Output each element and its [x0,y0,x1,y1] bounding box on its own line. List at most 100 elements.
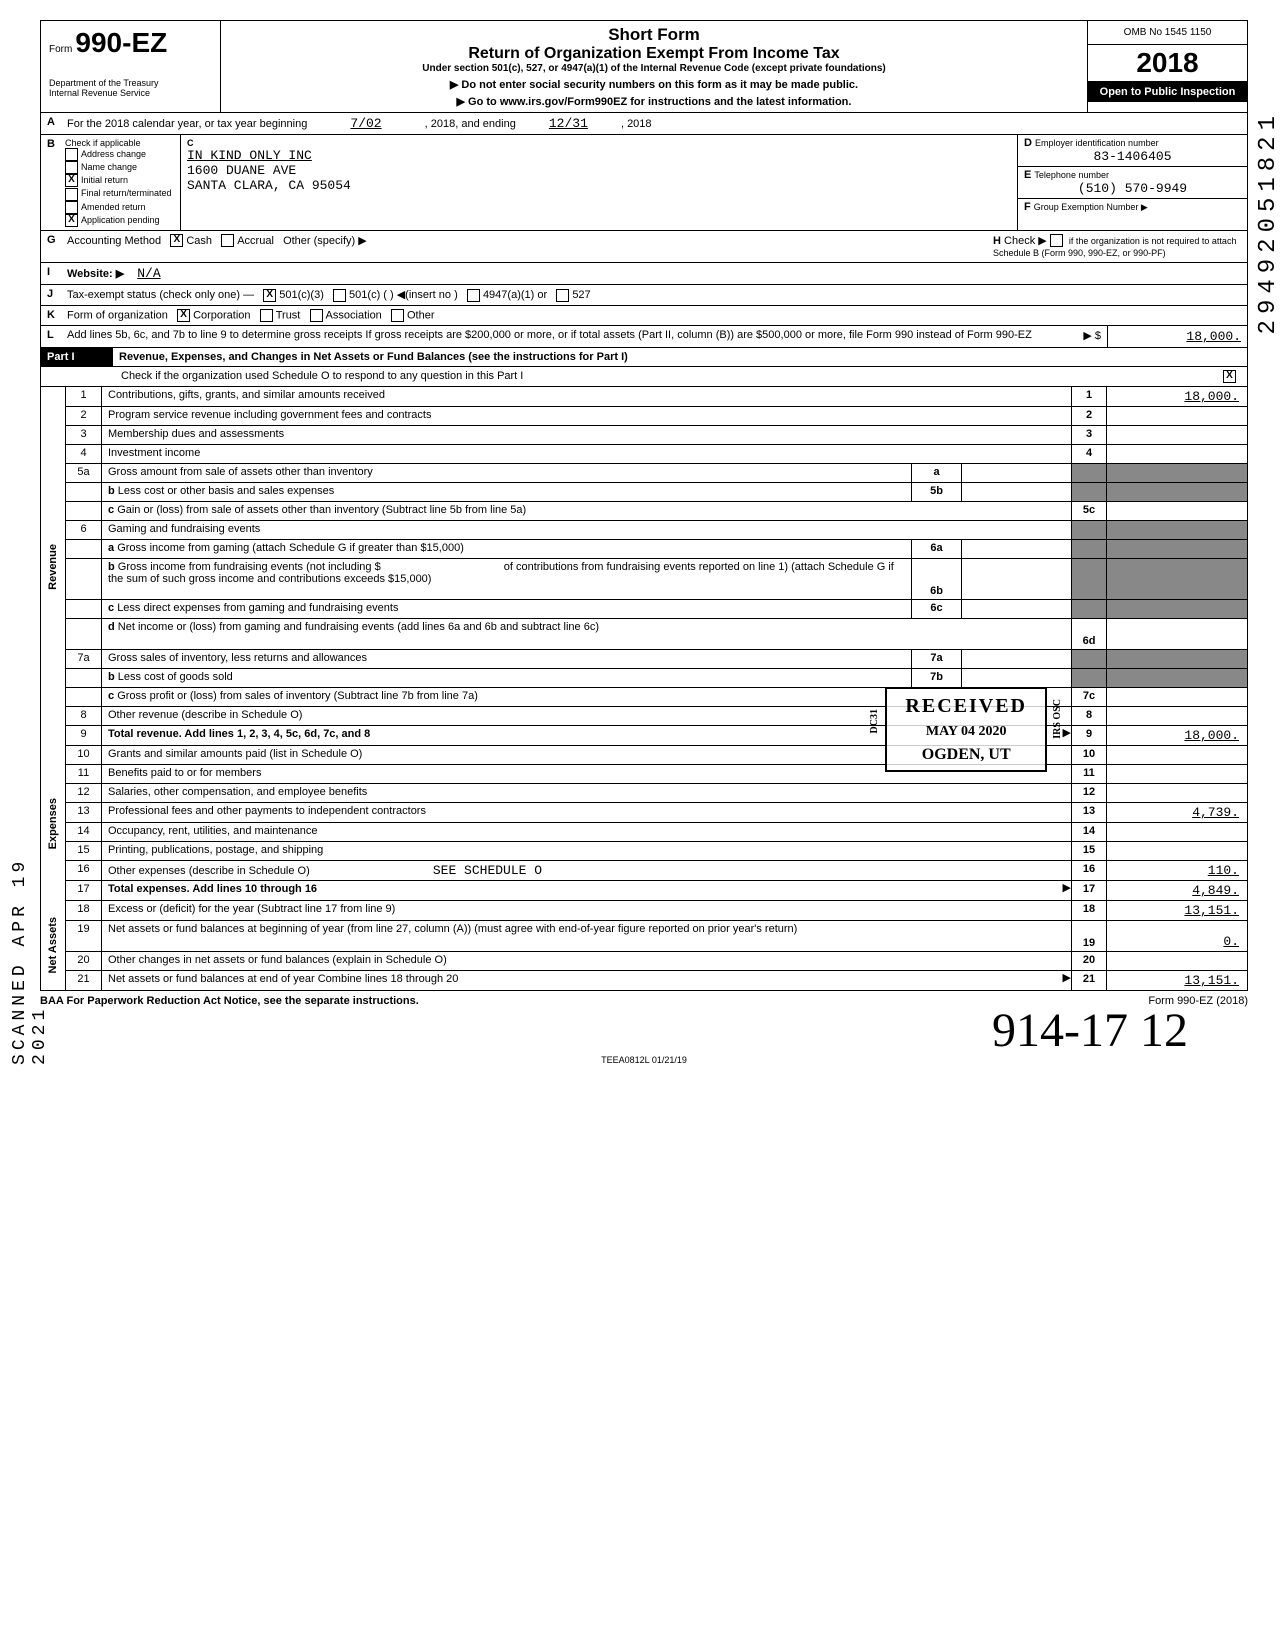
l6a-samt [961,540,1071,558]
l6-num: 6 [66,521,102,539]
subtitle-goto: ▶ Go to www.irs.gov/Form990EZ for instru… [229,95,1079,108]
l5a-desc: Gross amount from sale of assets other t… [102,464,911,482]
l6c-sbox: 6c [911,600,961,618]
l7b-num [66,669,102,687]
g-label: Accounting Method [67,235,161,247]
l9-amt: 18,000. [1107,726,1247,745]
cb-corp[interactable]: X [177,309,190,322]
l5b-desc: Less cost or other basis and sales expen… [118,485,334,497]
cb-address-change[interactable] [65,148,78,161]
l6b-shade [1071,559,1107,599]
l21-num: 21 [66,971,102,990]
line-l: L Add lines 5b, 6c, and 7b to line 9 to … [41,326,1247,348]
l19-box: 19 [1071,921,1107,951]
revenue-label: Revenue [45,538,61,596]
l20-desc: Other changes in net assets or fund bala… [102,952,1071,970]
l6b-desc: Gross income from fundraising events (no… [118,561,381,573]
lbl-address-change: Address change [81,149,146,159]
l2-num: 2 [66,407,102,425]
l17-arrow: ▶ [1051,881,1071,900]
l9-num: 9 [66,726,102,745]
l-arrow: ▶ $ [1057,326,1107,347]
l6b-samt [961,559,1071,599]
l14-desc: Occupancy, rent, utilities, and maintena… [102,823,1071,841]
cb-amended[interactable] [65,201,78,214]
cb-527[interactable] [556,289,569,302]
l5c-num [66,502,102,520]
part1-heading: Revenue, Expenses, and Changes in Net As… [113,348,1247,366]
l5b-b: b [108,485,115,497]
l6d-num [66,619,102,649]
stamp-received: RECEIVED [905,695,1027,718]
l6b-sbox: 6b [911,559,961,599]
l13-box: 13 [1071,803,1107,822]
l5a-num: 5a [66,464,102,482]
cb-trust[interactable] [260,309,273,322]
lbl-initial-return: Initial return [81,175,128,185]
l4-desc: Investment income [102,445,1071,463]
l3-num: 3 [66,426,102,444]
l7c-box: 7c [1071,688,1107,706]
l4-num: 4 [66,445,102,463]
l14-box: 14 [1071,823,1107,841]
footer-left: BAA For Paperwork Reduction Act Notice, … [40,995,419,1007]
l6c-num [66,600,102,618]
l18-amt: 13,151. [1107,901,1247,920]
cb-final-return[interactable] [65,188,78,201]
l7a-shade2 [1107,650,1247,668]
l21-arrow: ▶ [1051,971,1071,990]
org-addr2: SANTA CLARA, CA 95054 [187,178,1011,193]
cb-app-pending[interactable]: X [65,214,78,227]
dept-label: Department of the Treasury Internal Reve… [49,79,212,99]
cb-sched-b[interactable] [1050,234,1063,247]
i-label: Website: ▶ [67,268,124,280]
cb-4947[interactable] [467,289,480,302]
l13-desc: Professional fees and other payments to … [102,803,1071,822]
cb-other-org[interactable] [391,309,404,322]
cb-accrual[interactable] [221,234,234,247]
cb-assoc[interactable] [310,309,323,322]
d-value: 83-1406405 [1024,149,1241,164]
lbl-other-method: Other (specify) ▶ [283,235,367,247]
l6-shade [1071,521,1107,539]
netassets-label: Net Assets [45,911,61,979]
cb-initial-return[interactable]: X [65,174,78,187]
cb-cash[interactable]: X [170,234,183,247]
l13-amt: 4,739. [1107,803,1247,822]
line-a-label: For the 2018 calendar year, or tax year … [67,118,307,130]
l10-box: 10 [1071,746,1107,764]
l9-desc: Total revenue. Add lines 1, 2, 3, 4, 5c,… [108,728,370,740]
l3-desc: Membership dues and assessments [102,426,1071,444]
l21-desc: Net assets or fund balances at end of ye… [102,971,1051,990]
l19-num: 19 [66,921,102,951]
l5b-num [66,483,102,501]
l9-box: 9 [1071,726,1107,745]
l7c-amt [1107,688,1247,706]
cb-schedule-o[interactable]: X [1223,370,1236,383]
part1-label: Part I [41,348,113,366]
lbl-cash: Cash [186,235,212,247]
k-label: Form of organization [67,309,168,321]
lbl-4947: 4947(a)(1) or [483,289,547,301]
l6c-samt [961,600,1071,618]
j-label: Tax-exempt status (check only one) — [67,289,254,301]
stamp-irs-osc: IRS OSC [1052,699,1063,739]
l7b-samt [961,669,1071,687]
cb-501c[interactable] [333,289,346,302]
b-label: Check if applicable [65,138,176,148]
l17-box: 17 [1071,881,1107,900]
cb-name-change[interactable] [65,161,78,174]
lbl-527: 527 [572,289,590,301]
l16-amt: 110. [1107,861,1247,880]
l6c-b: c [108,602,114,614]
l3-amt [1107,426,1247,444]
l4-box: 4 [1071,445,1107,463]
subtitle-ssn: ▶ Do not enter social security numbers o… [229,78,1079,91]
form-prefix: Form [49,44,72,55]
l6a-desc: Gross income from gaming (attach Schedul… [117,542,464,554]
l6c-desc: Less direct expenses from gaming and fun… [117,602,398,614]
cb-501c3[interactable]: X [263,289,276,302]
form-number: 990-EZ [75,27,167,58]
l1-desc: Contributions, gifts, grants, and simila… [102,387,1071,406]
lbl-501c: 501(c) ( ) ◀(insert no ) [349,289,458,301]
